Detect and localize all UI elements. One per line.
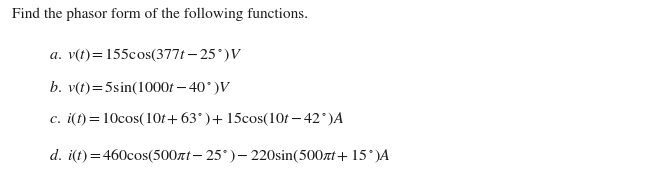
Text: $\mathit{c.}\ i(t) = 10\cos\!\left(10t + 63^\circ\right) + 15\cos\!\left(10t - 4: $\mathit{c.}\ i(t) = 10\cos\!\left(10t +… (49, 111, 344, 128)
Text: $\mathit{b.}\ v(t) = 5\sin\!\left(1000t - 40^\circ\right)V$: $\mathit{b.}\ v(t) = 5\sin\!\left(1000t … (49, 79, 232, 97)
Text: $\mathit{d.}\ i(t) = 460\cos\!\left(500\pi t - 25^\circ\right) - 220\sin\!\left(: $\mathit{d.}\ i(t) = 460\cos\!\left(500\… (49, 147, 391, 165)
Text: Find the phasor form of the following functions.: Find the phasor form of the following fu… (12, 8, 308, 21)
Text: $\mathit{a.}\ v(t) = 155\cos\!\left(377t - 25^\circ\right)V$: $\mathit{a.}\ v(t) = 155\cos\!\left(377t… (49, 47, 242, 64)
